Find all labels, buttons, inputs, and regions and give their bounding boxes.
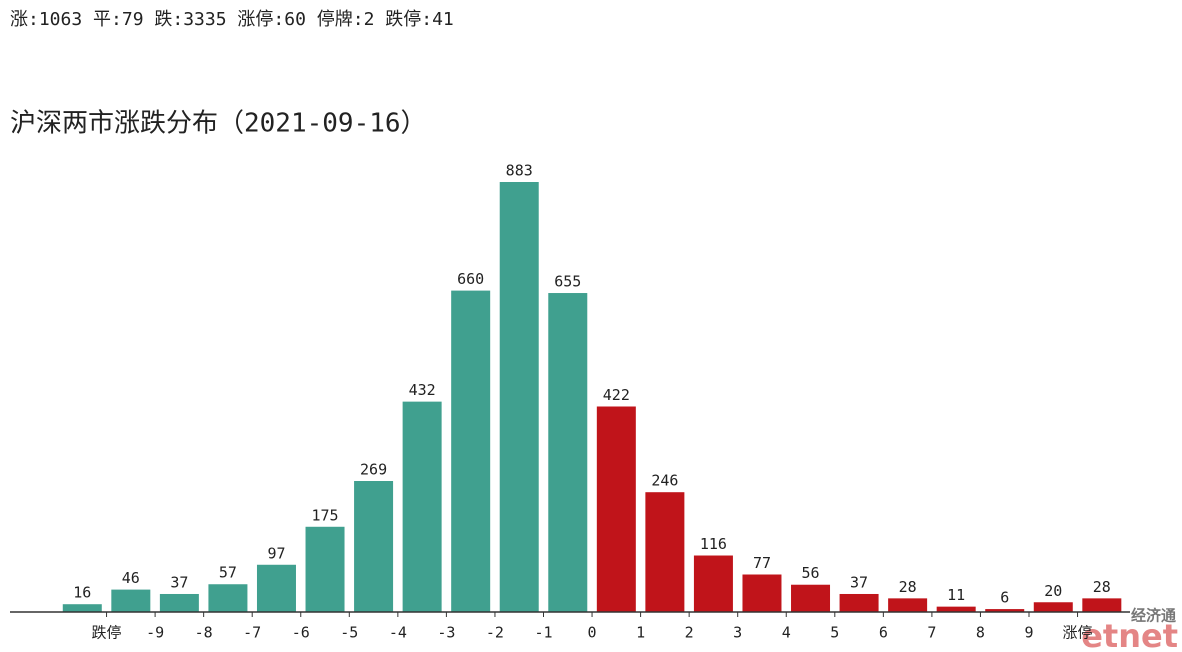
- value-label: 57: [219, 564, 237, 582]
- x-tick-label: 2: [685, 624, 694, 642]
- x-tick-label: 7: [927, 624, 936, 642]
- x-tick-label: -5: [340, 624, 358, 642]
- value-label: 422: [603, 386, 630, 404]
- x-tick-label: -1: [534, 624, 552, 642]
- value-label: 655: [554, 273, 581, 291]
- chart-title: 沪深两市涨跌分布（2021-09-16）: [10, 109, 427, 139]
- x-tick-label: 4: [782, 624, 791, 642]
- bar: [1082, 598, 1122, 612]
- bar: [888, 598, 928, 612]
- value-label: 56: [801, 564, 819, 582]
- value-label: 28: [899, 578, 917, 596]
- bar: [354, 481, 394, 612]
- x-tick-label: 8: [976, 624, 985, 642]
- x-tick-label: -3: [437, 624, 455, 642]
- bar: [985, 609, 1025, 612]
- value-label: 660: [457, 270, 484, 288]
- bar: [645, 492, 685, 612]
- value-label: 28: [1093, 578, 1111, 596]
- value-label: 77: [753, 554, 771, 572]
- value-label: 6: [1000, 589, 1009, 607]
- x-tick-label: 涨停: [1063, 624, 1093, 642]
- bar: [839, 593, 879, 612]
- x-tick-label: 3: [733, 624, 742, 642]
- bar: [742, 574, 782, 612]
- bar: [693, 555, 733, 612]
- value-label: 116: [700, 535, 727, 553]
- value-label: 46: [122, 569, 140, 587]
- x-tick-label: -6: [292, 624, 310, 642]
- bar: [548, 293, 588, 612]
- value-label: 37: [850, 573, 868, 591]
- bar: [936, 606, 976, 612]
- value-label: 20: [1044, 582, 1062, 600]
- watermark-text: 经济通: [1131, 607, 1176, 625]
- x-tick-label: -7: [243, 624, 261, 642]
- x-tick-label: -8: [195, 624, 213, 642]
- bar: [451, 290, 491, 612]
- bar: [791, 584, 831, 612]
- bar: [208, 584, 248, 612]
- header: 涨:1063 平:79 跌:3335 涨停:60 停牌:2 跌停:41: [10, 9, 454, 30]
- x-tick-label: 5: [830, 624, 839, 642]
- value-label: 432: [409, 381, 436, 399]
- bar: [62, 604, 102, 612]
- bar: [499, 182, 539, 612]
- x-tick-label: -9: [146, 624, 164, 642]
- bar: [111, 589, 151, 612]
- watermark-logo: etnet: [1081, 617, 1178, 652]
- bar: [159, 593, 199, 612]
- x-tick-label: 1: [636, 624, 645, 642]
- value-label: 883: [506, 162, 533, 180]
- value-label: 246: [651, 472, 678, 490]
- value-label: 97: [267, 544, 285, 562]
- value-label: 175: [311, 506, 338, 524]
- x-tick-label: 6: [879, 624, 888, 642]
- x-tick-label: 9: [1024, 624, 1033, 642]
- value-label: 269: [360, 461, 387, 479]
- value-label: 16: [73, 584, 91, 602]
- bar: [256, 564, 296, 612]
- value-label: 11: [947, 586, 965, 604]
- bar: [305, 526, 345, 612]
- bar: [596, 406, 636, 612]
- value-label: 37: [170, 573, 188, 591]
- x-tick-label: 跌停: [92, 624, 122, 642]
- x-tick-label: -4: [389, 624, 407, 642]
- x-tick-label: 0: [588, 624, 597, 642]
- bar: [402, 401, 442, 612]
- x-tick-label: -2: [486, 624, 504, 642]
- bar: [1033, 602, 1073, 612]
